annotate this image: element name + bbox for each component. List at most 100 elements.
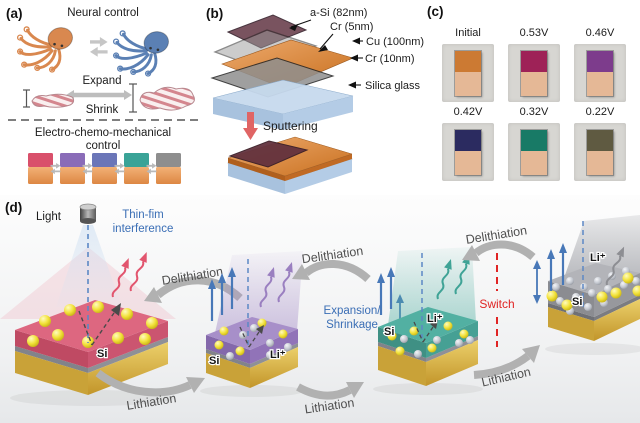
expansion-label-line1: Expansion/ xyxy=(324,305,382,317)
li-label: Li⁺ xyxy=(590,252,606,264)
voltage-swatch-initial: Initial xyxy=(437,27,499,102)
reflection-arrow xyxy=(239,326,262,348)
si-label: Si xyxy=(572,296,582,308)
copper-half xyxy=(587,150,613,175)
film-swatch xyxy=(60,153,85,167)
expansion-label-line2: Shrinkage xyxy=(326,319,378,331)
swatch-label: Initial xyxy=(455,27,481,39)
panel-d: (d) Light Thin-fim interference xyxy=(0,195,640,423)
voltage-swatch-042: 0.42V xyxy=(437,106,499,181)
layer-stack xyxy=(210,14,354,130)
film-color xyxy=(455,129,481,151)
copper-half xyxy=(455,71,481,96)
light-beam xyxy=(56,225,122,307)
interference-label-line1: Thin-fim xyxy=(122,209,164,221)
panel-b: (b) a-Si (82nm) Cr (5nm) Cu (100nm) Cr (… xyxy=(206,6,424,194)
lithiation-label: Lithiation xyxy=(304,396,356,417)
film-color xyxy=(521,50,547,72)
swatch-label: 0.46V xyxy=(585,27,615,39)
copper-half xyxy=(521,71,547,96)
panel-a: (a) Neural control Expand Shrink Electro… xyxy=(6,6,198,184)
muscle-small xyxy=(31,93,75,108)
label-a-si: a-Si (82nm) xyxy=(310,7,367,19)
film-color xyxy=(455,50,481,72)
film-swatch xyxy=(28,153,53,167)
interference-label-line2: interference xyxy=(113,223,174,235)
panel-c-label: (c) xyxy=(427,4,444,19)
li-spheres xyxy=(387,321,474,358)
dark-film-region xyxy=(228,140,309,168)
sample-photo xyxy=(508,44,560,102)
panel-d-label: (d) xyxy=(5,200,22,215)
copper-half xyxy=(521,150,547,175)
expansion-ghost xyxy=(215,251,303,333)
color-state-squares xyxy=(28,153,181,184)
expand-shrink-arrow-icon xyxy=(66,90,132,100)
octopus-orange xyxy=(16,23,77,74)
swap-arrows-icon xyxy=(90,37,108,57)
layer-silica-glass xyxy=(212,79,354,130)
film-top-face xyxy=(548,263,640,295)
layer-callouts xyxy=(289,19,363,89)
film-top-face xyxy=(206,317,298,350)
light-source-icon xyxy=(79,203,97,224)
si-label: Si xyxy=(384,326,394,338)
copper-half xyxy=(587,71,613,96)
film-swatch xyxy=(124,153,149,167)
li-label: Li⁺ xyxy=(270,349,286,361)
muscle-large xyxy=(139,86,195,111)
film-color xyxy=(587,50,613,72)
li-label: Li⁺ xyxy=(427,313,443,325)
voltage-swatch-032: 0.32V xyxy=(503,106,565,181)
film-swatch xyxy=(156,153,181,167)
label-cr-10nm: Cr (10nm) xyxy=(365,53,415,65)
li-spheres xyxy=(214,318,292,360)
lithiation-arrow xyxy=(296,383,352,400)
sputtered-sample xyxy=(227,136,354,194)
sputtering-arrow-icon xyxy=(243,112,258,140)
swatch-label: 0.53V xyxy=(519,27,549,39)
si-label: Si xyxy=(209,355,219,367)
slab-lithiated-purple: Si Li⁺ xyxy=(200,251,304,397)
label-silica-glass: Silica glass xyxy=(365,80,421,92)
label-cr-5nm: Cr (5nm) xyxy=(330,21,373,33)
slab-fully-lithiated-gray: Si Li⁺ xyxy=(533,215,640,355)
reflection-arrow xyxy=(78,309,117,346)
ecm-title-line2: control xyxy=(86,140,121,152)
voltage-swatch-022: 0.22V xyxy=(569,106,631,181)
delithiation-arrow xyxy=(473,240,536,261)
slab-initial: Si xyxy=(10,225,174,406)
delithiation-arrow xyxy=(303,259,371,283)
expansion-ghost xyxy=(388,247,476,325)
swatch-label: 0.42V xyxy=(453,106,483,118)
ecm-title-line1: Electro-chemo-mechanical xyxy=(35,127,171,139)
film-swatch xyxy=(92,153,117,167)
light-label: Light xyxy=(36,211,62,223)
expand-shrink-double-arrow-icon xyxy=(533,260,541,304)
sample-photo xyxy=(442,44,494,102)
sample-photo xyxy=(508,123,560,181)
switch-label: Switch xyxy=(479,297,514,311)
reflection-arrow xyxy=(413,321,436,343)
panel-a-label: (a) xyxy=(6,6,23,21)
film-color xyxy=(521,129,547,151)
film-color xyxy=(587,129,613,151)
lithiation-arrow xyxy=(473,352,531,379)
voltage-swatch-046: 0.46V xyxy=(569,27,631,102)
height-gauge-large-icon xyxy=(129,83,137,113)
sample-photo xyxy=(574,44,626,102)
voltage-swatch-053: 0.53V xyxy=(503,27,565,102)
neural-control-title: Neural control xyxy=(67,7,139,19)
sample-photo xyxy=(442,123,494,181)
swatch-label: 0.32V xyxy=(519,106,549,118)
octopus-blue xyxy=(112,27,173,78)
lithiation-arrow xyxy=(95,369,192,397)
shrink-label: Shrink xyxy=(86,104,119,116)
swatch-label: 0.22V xyxy=(585,106,615,118)
film-top-face xyxy=(378,307,478,343)
sample-photo xyxy=(574,123,626,181)
copper-half xyxy=(455,150,481,175)
panel-b-label: (b) xyxy=(206,6,223,21)
height-gauge-small-icon xyxy=(23,89,30,108)
